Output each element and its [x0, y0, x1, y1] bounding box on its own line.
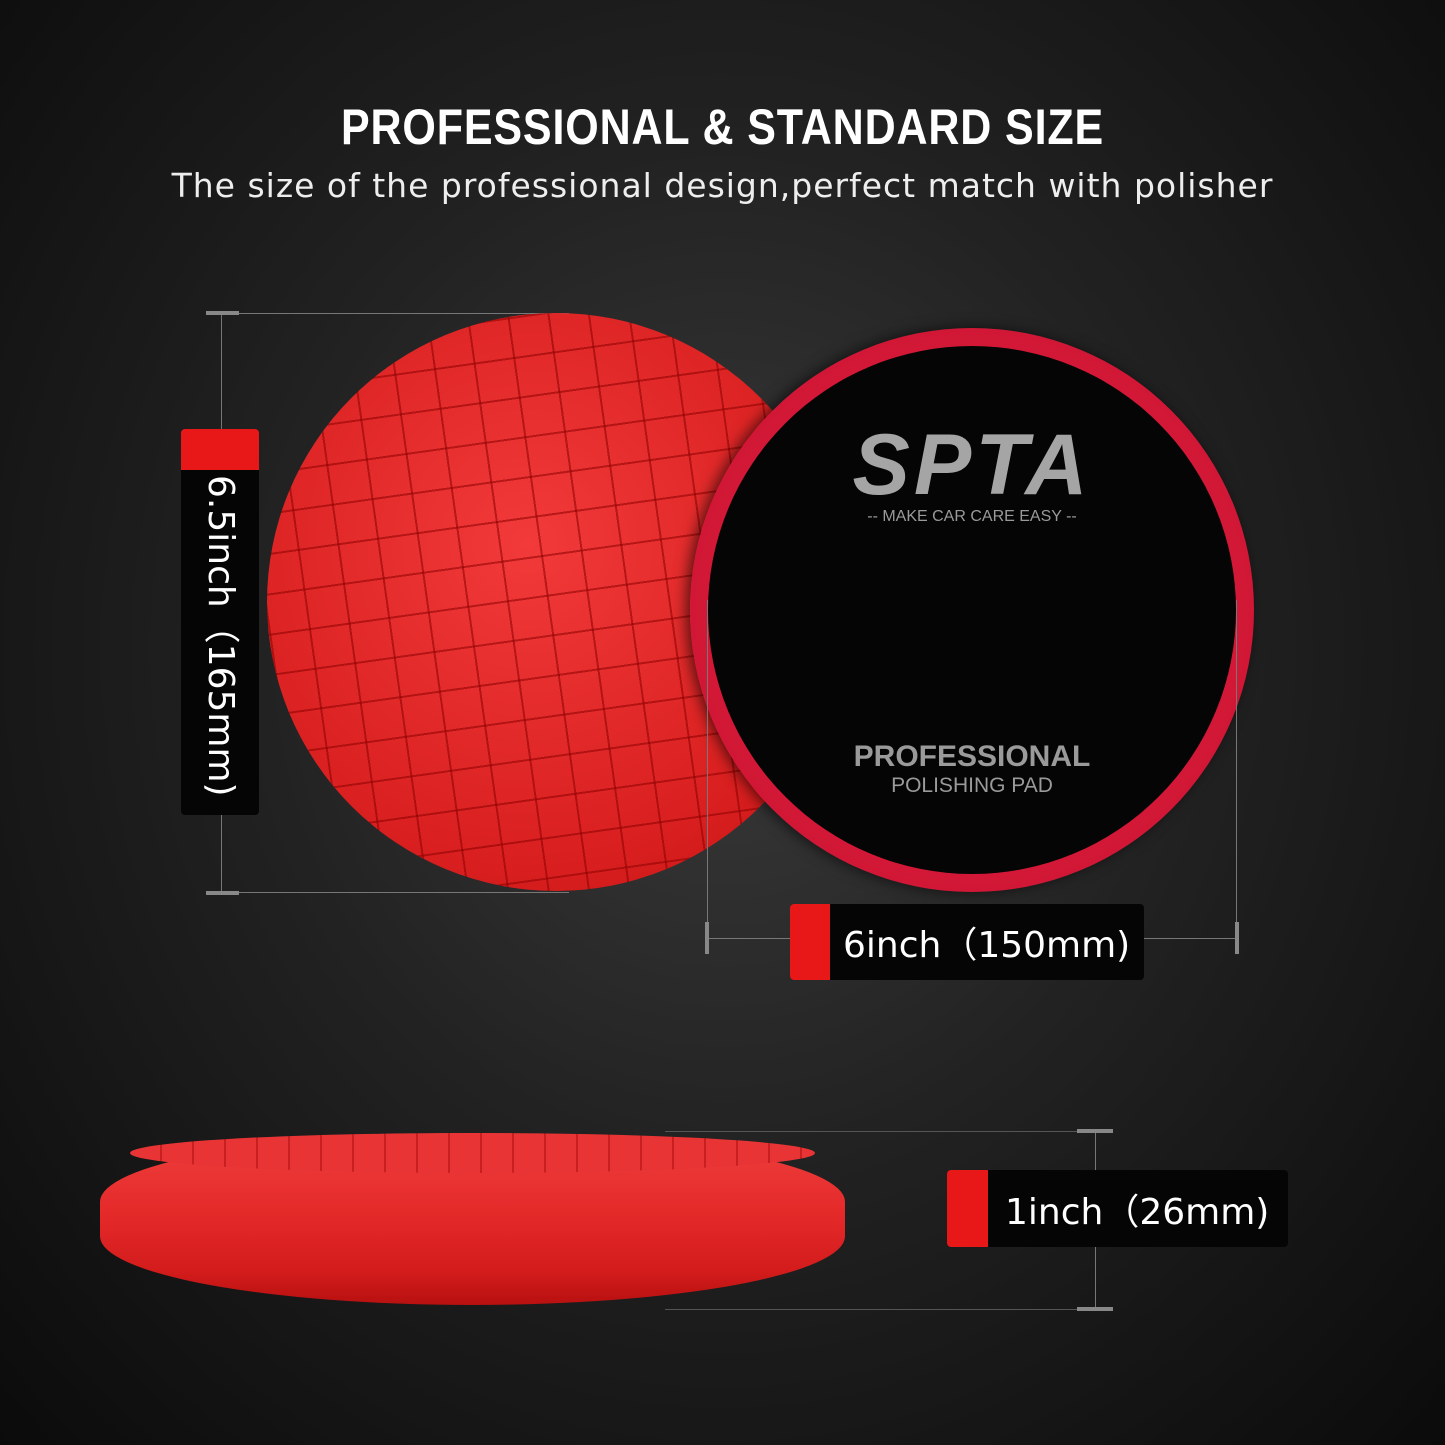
guide-line — [239, 892, 569, 893]
pad-side-image — [100, 1133, 845, 1305]
thickness-text: 1inch（26mm) — [1005, 1191, 1270, 1233]
page-subtitle: The size of the professional design,perf… — [171, 166, 1274, 205]
guide-line — [665, 1309, 1095, 1310]
brand-tagline: -- MAKE CAR CARE EASY -- — [867, 508, 1077, 525]
guide-line — [239, 313, 569, 314]
dimension-tick — [1077, 1307, 1113, 1311]
page-title: PROFESSIONAL & STANDARD SIZE — [340, 99, 1105, 155]
guide-line — [665, 1131, 1095, 1132]
dimension-tick — [1077, 1129, 1113, 1133]
guide-line — [707, 600, 708, 938]
pad-line2: POLISHING PAD — [891, 774, 1053, 797]
dimension-tick — [705, 922, 709, 954]
pad-line1: PROFESSIONAL — [853, 740, 1091, 773]
dimension-tick — [206, 311, 239, 315]
dimension-label-backing: 6inch（150mm) — [790, 904, 1144, 980]
dimension-tick — [1235, 922, 1239, 954]
guide-line — [1236, 600, 1237, 938]
backing-text: 6inch（150mm) — [843, 925, 1131, 966]
diameter-text: 6.5inch（165mm) — [200, 475, 241, 797]
brand-logo: SPTA — [852, 417, 1092, 513]
dimension-label-thickness: 1inch（26mm) — [947, 1170, 1288, 1247]
pad-backing-image: SPTA -- MAKE CAR CARE EASY -- PROFESSION… — [690, 328, 1254, 892]
dimension-label-diameter: 6.5inch（165mm) — [181, 429, 259, 815]
dimension-tick — [206, 891, 239, 895]
